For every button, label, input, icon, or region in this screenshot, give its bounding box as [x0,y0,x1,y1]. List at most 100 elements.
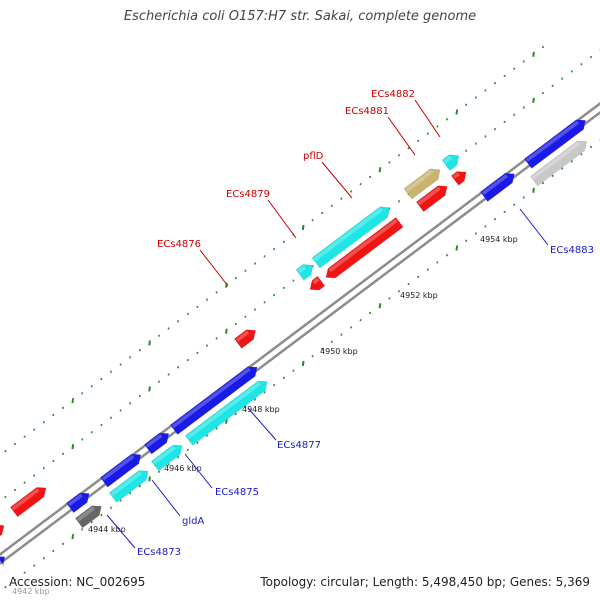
tick-dot-lower [580,153,583,156]
tick-label-4946: 4946 kbp [164,464,202,473]
tick-dot-upper [110,370,112,373]
tick-dot-lower [484,225,487,228]
tick-dot-lower [186,448,189,452]
tick-dot-upper-inner [215,337,218,340]
tick-dot-upper [215,291,218,294]
leader-ECs4881 [387,116,416,156]
tick-dot-upper-inner [292,279,295,282]
gene-pflD-arrow [311,206,390,269]
tick-dot-upper [446,118,448,121]
tick-label-4950: 4950 kbp [320,347,358,356]
tick-dot-upper-inner [138,395,141,398]
tick-dot-lower [350,326,352,329]
tick-dot-upper-inner [23,481,26,484]
tick-dot-upper-inner [100,423,103,427]
leader-ECs4879 [267,199,297,239]
gene-pflD-lower [325,217,404,279]
leader-ECs4873 [106,514,136,549]
tick-dot-upper [234,276,237,280]
tick-dot-upper-inner [503,120,506,124]
tick-dot-upper [148,340,151,346]
tick-dot-upper [14,442,16,446]
gene-ECs4882-cyan [441,154,460,171]
tick-dot-upper [330,204,333,207]
tick-dot-lower [340,333,343,336]
gene-label-ECs4877: ECs4877 [277,440,321,451]
tick-labels: 4942 kbp 4944 kbp 4946 kbp 4948 kbp 4950… [12,235,518,596]
gene-ECs4873-upper [66,492,90,514]
tick-dot-lower [23,571,26,574]
tick-dot-lower [417,275,420,278]
tick-dot-upper-inner [42,467,45,470]
gene-ECs4877-blue [170,366,258,435]
tick-dot-upper-inner [90,431,93,434]
tick-dot-upper-inner [513,113,516,116]
gene-small-reverse [309,275,326,291]
tick-dot-lower [311,355,314,358]
tick-dot-upper-inner [110,416,112,419]
tick-label-4944: 4944 kbp [88,525,126,534]
tick-dot-lower [561,167,564,170]
tick-dot-lower [369,311,372,315]
gene-reverse-edge [0,524,5,537]
tick-dot-upper [436,125,439,128]
tick-dot-lower [100,513,103,517]
tick-dot-upper [62,406,64,409]
tick-dot-upper [417,139,420,142]
tick-dot-upper [398,154,400,157]
tick-dot-upper [522,60,525,63]
gene-ECs4875-arrow [151,444,183,472]
tick-dot-lower [359,319,362,322]
gene-gldA-arrow [109,470,149,503]
tick-dot-upper-inner [177,366,180,369]
tick-dot-upper [186,312,189,316]
tick-dot-upper [378,167,382,173]
genome-summary-text: Topology: circular; Length: 5,498,450 bp… [260,575,590,589]
leader-ECs4876 [199,249,229,287]
tick-dot-lower [52,549,55,553]
tick-dot-upper-inner [234,322,237,326]
tick-dot-lower [244,405,247,408]
tick-label-4954: 4954 kbp [480,235,518,244]
tick-dot-lower [321,347,324,351]
tick-dot-upper-inner [33,474,36,477]
gene-label-ECs4881: ECs4881 [345,106,389,117]
tick-dot-upper [465,103,468,106]
gene-labels: ECs4882 ECs4881 pflD ECs4879 ECs4876 ECs… [137,89,594,558]
tick-dot-lower [378,303,382,309]
tick-dot-upper-inner [542,91,544,95]
leader-gldA [151,479,181,517]
tick-dot-upper [484,89,487,92]
gene-ECs4877-cyan [185,380,268,446]
tick-dot-lower [14,578,16,582]
gene-label-ECs4882: ECs4882 [371,89,415,100]
tick-dot-lower [513,203,516,206]
tick-dot-upper-inner [532,97,535,103]
tick-dot-lower [110,506,112,509]
gene-ECs4879-arrow [295,264,314,281]
tick-dot-upper [340,197,343,200]
tick-dot-upper-inner [561,77,564,80]
leader-ECs4877 [247,407,277,441]
gene-label-ECs4879: ECs4879 [226,189,270,200]
tick-dot-upper-inner [398,200,400,203]
tick-dot-lower [330,340,333,343]
tick-dot-lower [398,290,400,293]
tick-dot-upper-inner [465,149,468,152]
tick-dot-lower [81,528,84,531]
tick-dot-upper-inner [590,55,592,59]
tick-dot-lower [71,534,75,540]
tick-dot-lower [138,485,141,488]
tick-dot-lower [234,412,237,416]
gene-forward-a [100,453,142,488]
tick-dot-upper [301,224,305,231]
tick-dot-upper-inner [158,380,160,383]
tick-dot-upper [71,398,75,404]
tick-dot-lower [196,441,199,444]
tick-dot-upper [167,327,170,330]
gene-label-ECs4883: ECs4883 [550,245,594,256]
tick-dot-upper-inner [484,135,487,138]
gene-pseudo-arrow [403,168,441,200]
tick-dot-lower [158,470,160,473]
